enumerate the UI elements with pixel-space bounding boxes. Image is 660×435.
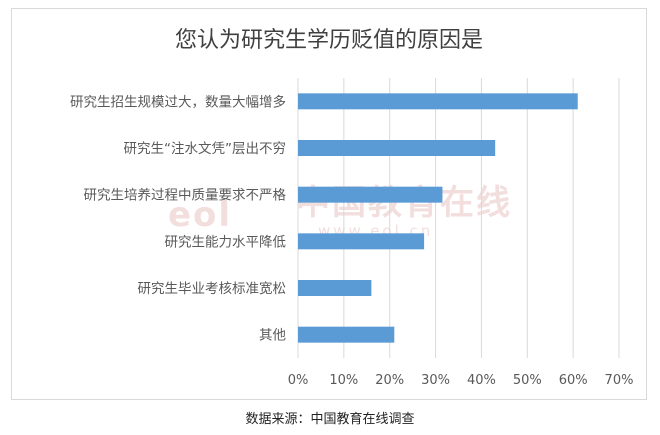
bar: [298, 233, 425, 250]
tick-label: 20%: [375, 373, 404, 388]
tick-label: 70%: [605, 373, 634, 388]
watermark-logo: eol: [168, 195, 232, 235]
category-label: 研究生“注水文凭”层出不穷: [124, 141, 287, 157]
bar: [298, 186, 443, 203]
bars: [298, 93, 578, 343]
tick-label: 60%: [559, 373, 588, 388]
source-note: 数据来源：中国教育在线调查: [245, 412, 415, 427]
chart-title: 您认为研究生学历贬值的原因是: [174, 28, 483, 53]
bar: [298, 140, 496, 156]
tick-label: 40%: [467, 373, 496, 388]
category-label: 研究生能力水平降低: [165, 234, 287, 250]
bar: [298, 93, 578, 110]
tick-label: 30%: [421, 373, 450, 388]
x-axis-ticks: 0% 10% 20% 30% 40% 50% 60% 70%: [288, 373, 634, 388]
category-labels: 研究生招生规模过大，数量大幅增多研究生“注水文凭”层出不穷研究生培养过程中质量要…: [70, 93, 286, 343]
bar: [298, 326, 395, 343]
grid: [297, 78, 620, 358]
category-label: 研究生招生规模过大，数量大幅增多: [70, 93, 286, 110]
tick-label: 0%: [288, 373, 309, 388]
category-label: 研究生培养过程中质量要求不严格: [84, 188, 287, 204]
tick-label: 50%: [513, 373, 542, 388]
category-label: 研究生毕业考核标准宽松: [138, 280, 287, 297]
bar: [298, 280, 372, 296]
tick-label: 10%: [329, 373, 358, 388]
category-label: 其他: [259, 328, 286, 344]
